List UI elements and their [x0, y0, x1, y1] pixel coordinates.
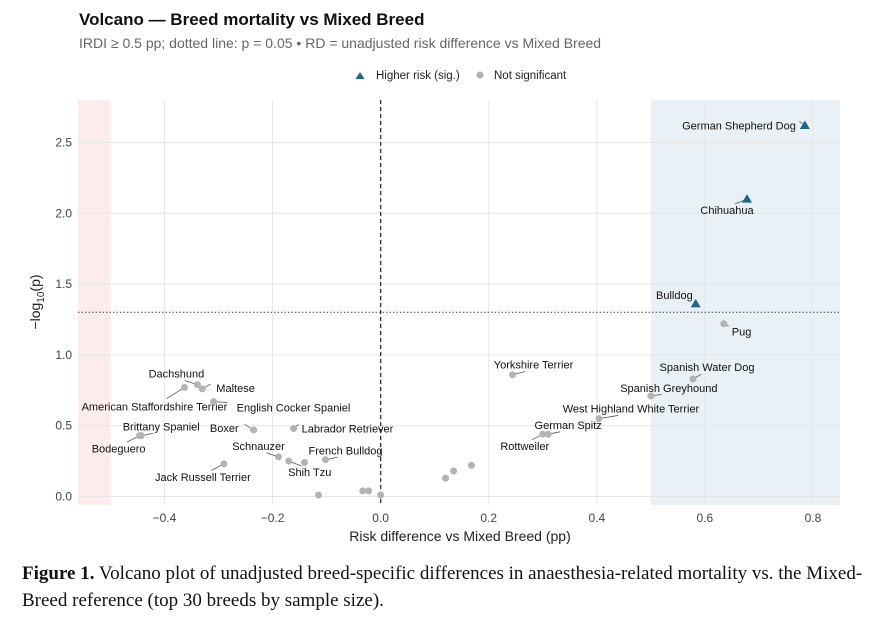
point-label: Brittany Spaniel: [123, 422, 200, 434]
y-tick-label: 0.5: [55, 419, 72, 433]
point-label: Labrador Retriever: [302, 424, 394, 436]
data-point-circle: [198, 385, 206, 393]
legend: Higher risk (sig.) Not significant: [355, 70, 567, 82]
data-point-circle: [250, 426, 258, 434]
shaded-region: [650, 100, 840, 505]
point-label: Spanish Greyhound: [620, 383, 717, 395]
point-label: Maltese: [216, 383, 255, 395]
point-label: Shih Tzu: [288, 467, 331, 479]
legend-label-ns: Not significant: [494, 70, 567, 82]
data-point-circle: [193, 381, 201, 389]
point-label: Yorkshire Terrier: [494, 360, 574, 372]
y-tick-label: 1.0: [55, 348, 72, 362]
x-tick-label: 0.6: [697, 511, 714, 525]
point-label: Bodeguero: [92, 444, 146, 456]
point-label: West Highland White Terrier: [563, 404, 700, 416]
point-label: Chihuahua: [700, 205, 754, 217]
point-label: Jack Russell Terrier: [155, 472, 251, 484]
data-point-circle: [220, 460, 228, 468]
data-point-triangle: [690, 298, 701, 308]
x-tick-label: −0.4: [153, 511, 177, 525]
point-label: English Cocker Spaniel: [237, 403, 351, 415]
data-point-circle: [137, 432, 145, 440]
data-point-circle: [314, 491, 322, 499]
legend-label-sig: Higher risk (sig.): [376, 70, 460, 82]
y-tick-label: 2.5: [55, 135, 72, 149]
figure-caption: Figure 1. Volcano plot of unadjusted bre…: [22, 560, 872, 614]
y-axis-label: −log10(p): [27, 274, 47, 329]
data-point-circle: [647, 392, 655, 400]
data-point-circle: [539, 430, 547, 438]
data-point-circle: [377, 491, 385, 499]
x-tick-label: 0.4: [588, 511, 605, 525]
x-tick-label: 0.8: [805, 511, 822, 525]
caption-text: Volcano plot of unadjusted breed-specifi…: [22, 563, 863, 611]
data-point-circle: [359, 487, 367, 495]
point-label: Schnauzer: [232, 441, 285, 453]
volcano-chart: Volcano — Breed mortality vs Mixed Breed…: [27, 10, 840, 544]
data-point-circle: [274, 453, 282, 461]
data-point-circle: [544, 430, 552, 438]
point-label: Spanish Water Dog: [660, 362, 755, 374]
chart-title: Volcano — Breed mortality vs Mixed Breed: [79, 10, 424, 29]
legend-triangle-icon: [355, 72, 365, 79]
data-point-circle: [509, 371, 517, 379]
point-label: German Spitz: [535, 420, 602, 432]
point-label: Rottweiler: [500, 441, 549, 453]
label-connector: [166, 387, 185, 400]
point-label: American Staffordshire Terrier: [82, 401, 228, 413]
point-label: German Shepherd Dog: [682, 120, 796, 132]
data-point-circle: [467, 461, 475, 469]
point-label: French Bulldog: [309, 446, 383, 458]
data-point-circle: [595, 415, 603, 423]
caption-label: Figure 1.: [22, 563, 95, 584]
x-tick-label: 0.0: [372, 511, 389, 525]
point-label: Pug: [732, 327, 752, 339]
data-point-circle: [720, 320, 728, 328]
data-point-circle: [441, 474, 449, 482]
data-point-circle: [290, 425, 298, 433]
y-tick-label: 1.5: [55, 277, 72, 291]
data-point-triangle: [742, 194, 753, 203]
data-point-circle: [450, 467, 458, 475]
chart-subtitle: IRDI ≥ 0.5 pp; dotted line: p = 0.05 • R…: [79, 35, 601, 51]
x-axis-label: Risk difference vs Mixed Breed (pp): [349, 528, 571, 544]
data-point-circle: [210, 398, 218, 406]
y-tick-label: 2.0: [55, 206, 72, 220]
data-point-circle: [689, 375, 697, 383]
data-point-circle: [365, 487, 373, 495]
data-point-circle: [180, 383, 188, 391]
legend-circle-icon: [476, 71, 484, 79]
shaded-region: [78, 100, 111, 505]
point-label: Bulldog: [656, 290, 693, 302]
data-point-circle: [285, 457, 293, 465]
point-label: Dachshund: [149, 369, 205, 381]
data-point-circle: [322, 456, 330, 464]
data-point-triangle: [799, 120, 810, 129]
data-point-circle: [300, 459, 308, 467]
point-label: Boxer: [210, 423, 239, 435]
y-tick-label: 0.0: [55, 490, 72, 504]
x-tick-label: −0.2: [261, 511, 285, 525]
x-tick-label: 0.2: [480, 511, 497, 525]
